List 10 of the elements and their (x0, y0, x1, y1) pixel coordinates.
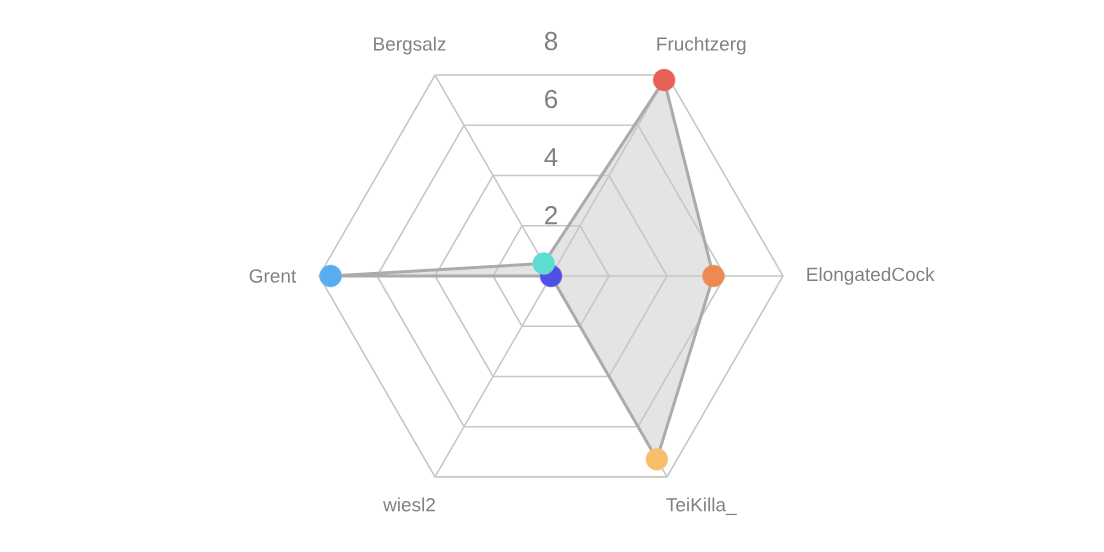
y-tick-label: 8 (544, 31, 558, 51)
spoke-label: wiesl2 (383, 497, 435, 512)
spoke-label: TeiKilla_ (666, 497, 737, 516)
y-tick-label: 6 (545, 89, 558, 109)
spoke-label: Grent (249, 269, 297, 283)
spoke-label: ElongatedCock (807, 267, 935, 285)
y-tick-label: 2 (545, 206, 557, 225)
y-tick-label: 4 (544, 148, 558, 167)
spoke-label: Fruchtzerg (657, 36, 746, 55)
spoke-label: Bergsalz (374, 36, 446, 55)
